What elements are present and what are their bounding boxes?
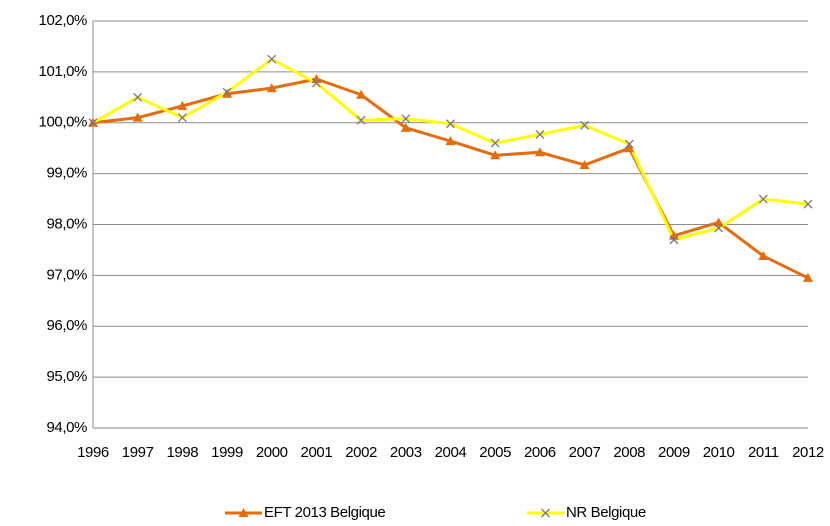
marker	[401, 114, 411, 124]
marker	[177, 100, 188, 110]
legend-marker	[238, 508, 249, 517]
x-tick-label: 2005	[479, 444, 511, 461]
marker	[758, 194, 768, 204]
marker	[177, 113, 187, 123]
marker	[133, 92, 143, 102]
marker	[266, 83, 277, 93]
marker	[803, 199, 813, 209]
marker	[267, 54, 277, 64]
marker	[132, 112, 143, 122]
x-tick-label: 2001	[301, 444, 333, 461]
legend-label: NR Belgique	[566, 504, 646, 521]
x-tick-label: 2004	[435, 444, 467, 461]
x-tick-label: 1997	[122, 444, 154, 461]
marker	[490, 138, 500, 148]
x-tick-label: 2000	[256, 444, 288, 461]
series-line	[92, 57, 809, 242]
x-tick-label: 1999	[211, 444, 243, 461]
x-tick-label: 2012	[792, 444, 824, 461]
marker	[445, 136, 456, 146]
marker	[624, 139, 634, 149]
marker	[88, 118, 98, 128]
marker	[311, 78, 321, 88]
legend-label: EFT 2013 Belgique	[264, 504, 385, 521]
y-tick-label: 94,0%	[46, 419, 87, 436]
y-tick-label: 100,0%	[39, 114, 88, 131]
x-tick-label: 1996	[77, 444, 109, 461]
y-tick-label: 97,0%	[46, 266, 87, 283]
x-tick-label: 2009	[658, 444, 690, 461]
marker	[222, 87, 232, 97]
marker	[803, 272, 813, 282]
y-tick-label: 101,0%	[39, 63, 88, 80]
y-tick-label: 96,0%	[46, 317, 87, 334]
y-tick-label: 95,0%	[46, 368, 87, 385]
y-tick-label: 102,0%	[39, 12, 88, 29]
marker	[714, 223, 724, 233]
marker	[624, 143, 635, 153]
legend-marker	[541, 508, 550, 518]
marker	[580, 120, 590, 130]
x-tick-label: 1998	[166, 444, 198, 461]
x-tick-label: 2003	[390, 444, 422, 461]
marker	[535, 129, 545, 139]
x-tick-label: 2002	[345, 444, 377, 461]
marker	[758, 251, 769, 261]
marker	[356, 115, 366, 125]
x-tick-label: 2011	[748, 444, 779, 461]
marker	[490, 150, 501, 160]
x-tick-label: 2007	[569, 444, 601, 461]
marker	[579, 159, 590, 169]
y-tick-label: 98,0%	[46, 215, 87, 232]
marker	[446, 119, 455, 129]
marker	[669, 235, 679, 245]
x-tick-label: 2008	[613, 444, 645, 461]
x-tick-label: 2006	[524, 444, 556, 461]
marker	[534, 147, 545, 157]
x-tick-label: 2010	[703, 444, 735, 461]
marker	[400, 122, 411, 132]
y-tick-label: 99,0%	[46, 165, 87, 182]
marker	[356, 89, 367, 99]
marker	[713, 217, 724, 227]
